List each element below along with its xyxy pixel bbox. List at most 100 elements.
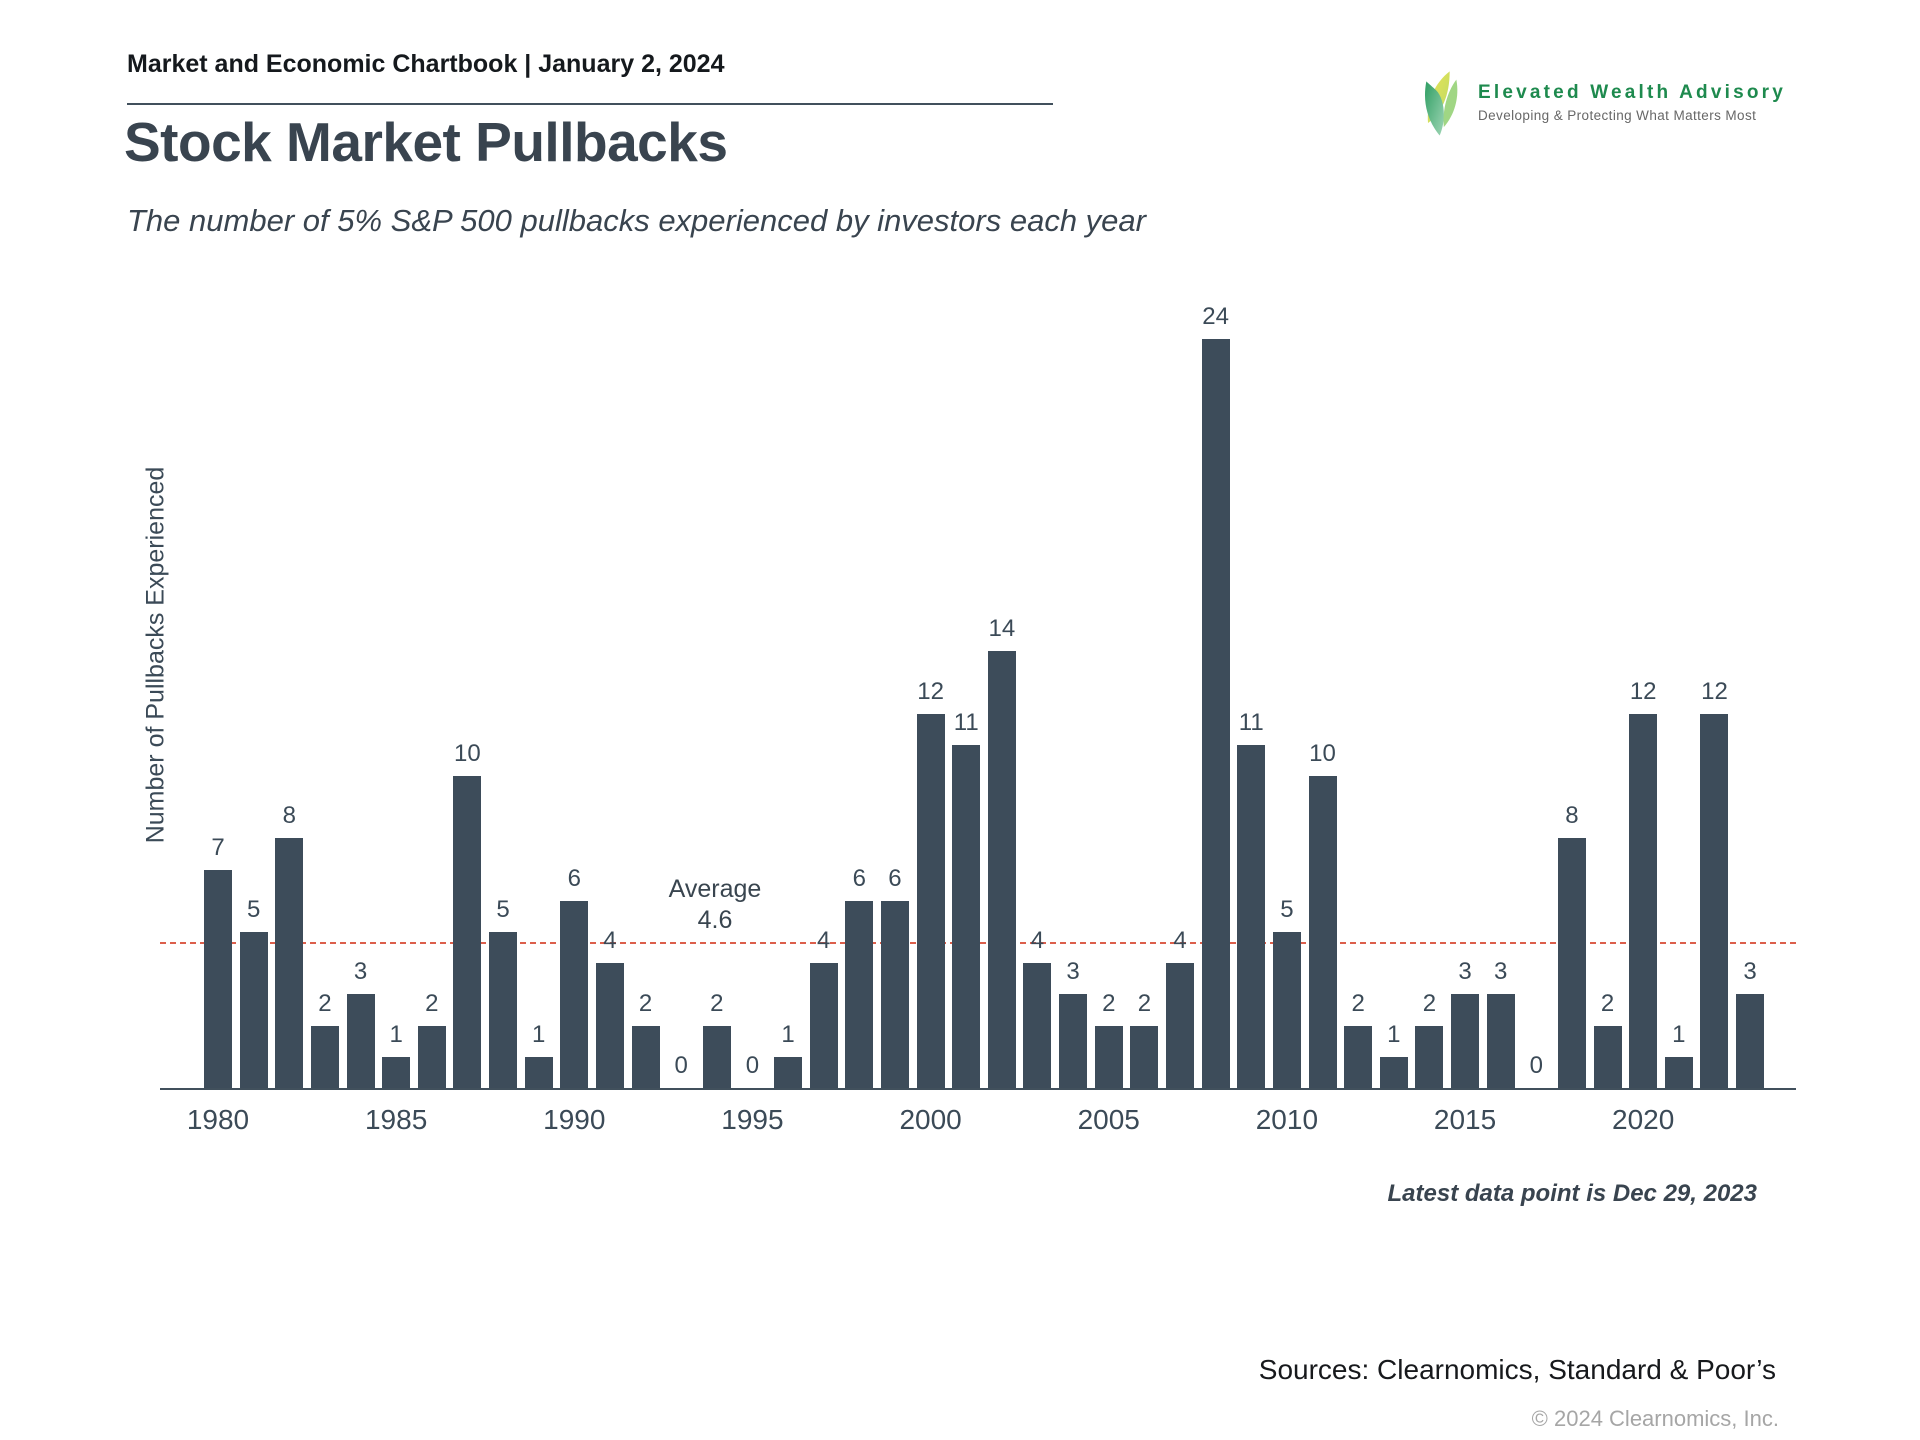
- bar-value-label: 1: [781, 1021, 795, 1048]
- bar-2020: [1629, 714, 1658, 1088]
- bar-value-label: 11: [953, 709, 979, 736]
- x-axis-tick-label: 1980: [186, 1104, 250, 1135]
- bar-value-label: 24: [1202, 303, 1229, 330]
- x-axis-tick-label: 2015: [1433, 1104, 1497, 1135]
- bar-2011: [1308, 776, 1337, 1088]
- bar-value-label: 5: [496, 896, 510, 923]
- header-divider: [127, 103, 1053, 105]
- x-axis-tick-label: 1995: [721, 1104, 784, 1135]
- bar-1994: [702, 1026, 731, 1088]
- pullbacks-bar-chart: Average 4.6 7 5 8 2 3 1 2 10 5 1 6 4 2 0 2 0 1 4 6 6 12 11 14 4…: [160, 300, 1796, 1135]
- x-axis-tick-label: 2010: [1255, 1104, 1319, 1135]
- bar-value-label: 10: [454, 740, 481, 767]
- bar-2023: [1736, 994, 1765, 1088]
- logo-leaf-icon: [1424, 71, 1458, 136]
- bar-2012: [1344, 1026, 1373, 1088]
- bar-2001: [952, 745, 981, 1088]
- bar-value-label: 7: [211, 834, 225, 861]
- bar-2009: [1237, 745, 1266, 1088]
- bar-1991: [595, 963, 624, 1088]
- bar-value-label: 4: [1030, 927, 1045, 954]
- average-label-text: Average: [668, 875, 762, 903]
- bar-2003: [1023, 963, 1052, 1088]
- bar-1984: [346, 994, 375, 1088]
- bar-value-label: 12: [1629, 678, 1657, 705]
- bar-value-label: 0: [1529, 1052, 1543, 1079]
- average-label: Average 4.6: [635, 874, 795, 936]
- bar-2014: [1415, 1026, 1444, 1088]
- bar-value-label: 4: [1173, 927, 1187, 954]
- bar-value-label: 0: [674, 1052, 688, 1079]
- bar-value-label: 1: [389, 1021, 403, 1048]
- copyright-note: © 2024 Clearnomics, Inc.: [1531, 1406, 1779, 1431]
- bar-1988: [489, 932, 518, 1088]
- bar-2022: [1700, 714, 1729, 1088]
- bar-value-label: 3: [1066, 958, 1080, 985]
- bar-1996: [774, 1057, 803, 1088]
- page-title: Stock Market Pullbacks: [124, 111, 728, 173]
- x-axis-tick-label: 1990: [543, 1104, 606, 1135]
- bar-2016: [1486, 994, 1515, 1088]
- bar-2015: [1451, 994, 1480, 1088]
- bar-value-label: 0: [745, 1052, 760, 1079]
- bar-value-label: 2: [638, 990, 653, 1017]
- bar-value-label: 2: [1351, 990, 1365, 1017]
- bar-value-label: 2: [1102, 990, 1116, 1017]
- bar-1999: [880, 901, 909, 1088]
- company-logo: Elevated Wealth Advisory Developing & Pr…: [1418, 68, 1786, 138]
- bar-value-label: 2: [1600, 990, 1615, 1017]
- bar-value-label: 12: [917, 678, 944, 705]
- bar-value-label: 3: [353, 958, 368, 985]
- bar-2013: [1379, 1057, 1408, 1088]
- bar-2000: [916, 714, 945, 1088]
- logo-tagline: Developing & Protecting What Matters Mos…: [1478, 108, 1757, 123]
- bar-value-label: 2: [1137, 990, 1152, 1017]
- bar-value-label: 1: [1387, 1021, 1401, 1048]
- sources-note: Sources: Clearnomics, Standard & Poor’s: [1258, 1354, 1776, 1385]
- page-subtitle: The number of 5% S&P 500 pullbacks exper…: [127, 203, 1146, 238]
- bar-2010: [1272, 932, 1301, 1088]
- bar-value-label: 1: [531, 1021, 546, 1048]
- bar-value-label: 1: [1672, 1021, 1686, 1048]
- bar-1992: [631, 1026, 660, 1088]
- bar-value-label: 6: [888, 865, 902, 892]
- bar-1986: [417, 1026, 446, 1088]
- bar-value-label: 5: [1280, 896, 1294, 923]
- bar-2007: [1166, 963, 1194, 1088]
- bar-value-label: 2: [318, 990, 332, 1017]
- bar-value-label: 11: [1238, 709, 1264, 736]
- bar-1982: [275, 838, 304, 1088]
- bar-2004: [1059, 994, 1088, 1088]
- x-axis-tick-label: 2000: [899, 1104, 962, 1135]
- bar-2006: [1130, 1026, 1159, 1088]
- bar-1987: [453, 776, 482, 1088]
- bar-value-label: 2: [1422, 990, 1437, 1017]
- bar-value-label: 10: [1309, 740, 1336, 767]
- bar-2021: [1664, 1057, 1693, 1088]
- latest-data-note: Latest data point is Dec 29, 2023: [1387, 1180, 1757, 1207]
- bar-1981: [239, 932, 268, 1088]
- bar-value-label: 14: [988, 615, 1016, 642]
- bar-value-label: 3: [1458, 958, 1472, 985]
- bar-value-label: 5: [246, 896, 261, 923]
- bar-value-label: 6: [567, 865, 581, 892]
- bar-1983: [310, 1026, 339, 1088]
- bar-1989: [524, 1057, 553, 1088]
- bar-value-label: 6: [852, 865, 866, 892]
- bar-value-label: 2: [710, 990, 724, 1017]
- bar-2005: [1094, 1026, 1123, 1088]
- bar-value-label: 3: [1743, 958, 1757, 985]
- average-label-value: 4.6: [697, 906, 733, 934]
- bar-1998: [845, 901, 874, 1088]
- bar-1997: [809, 963, 838, 1088]
- x-axis-tick-label: 2005: [1077, 1104, 1140, 1135]
- x-axis-tick-label: 2020: [1612, 1104, 1675, 1135]
- bar-value-label: 12: [1701, 678, 1728, 705]
- logo-text: Elevated Wealth Advisory Developing & Pr…: [1478, 68, 1786, 123]
- bar-2008: [1201, 339, 1230, 1088]
- bar-1985: [382, 1057, 411, 1088]
- bar-1980: [204, 870, 232, 1088]
- bar-value-label: 3: [1493, 958, 1508, 985]
- bar-2019: [1593, 1026, 1622, 1088]
